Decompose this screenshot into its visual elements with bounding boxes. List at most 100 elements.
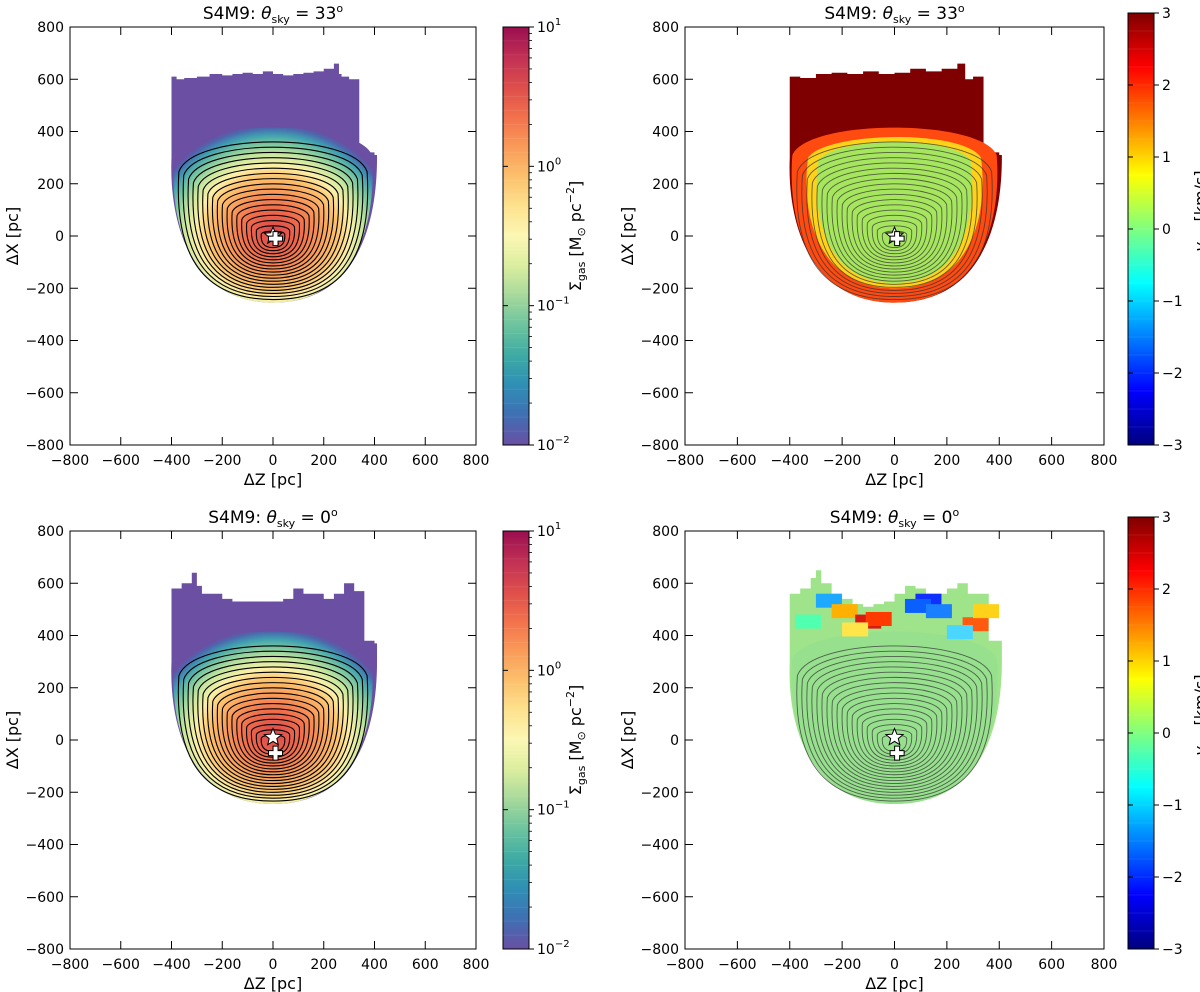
- y-tick-label: −800: [641, 438, 679, 454]
- y-tick-label: −800: [641, 942, 679, 958]
- contour-line: [192, 661, 354, 793]
- contour-line: [231, 703, 315, 770]
- velocity-patch: [973, 604, 1000, 619]
- y-tick-label: 400: [652, 629, 679, 645]
- colorbar-label: vlos [km/s]: [1191, 170, 1200, 251]
- contour-line: [826, 676, 963, 784]
- colorbar-tick-label: 101: [537, 521, 561, 540]
- y-tick-label: 800: [652, 20, 679, 36]
- velocity-body: [791, 631, 998, 805]
- x-tick-label: 0: [269, 453, 278, 469]
- velocity-patch: [865, 611, 892, 626]
- contour-line: [246, 214, 300, 258]
- contour-line: [831, 682, 958, 782]
- x-tick-label: 0: [890, 453, 899, 469]
- y-tick-label: −600: [641, 386, 679, 402]
- contour-line: [836, 687, 953, 779]
- chart-title: S4M9: θsky = 0o: [830, 506, 960, 530]
- contour-line: [851, 199, 938, 267]
- y-tick-label: 800: [37, 524, 64, 540]
- contour-line: [241, 713, 305, 764]
- x-tick-label: 600: [1038, 957, 1065, 973]
- x-tick-label: 200: [310, 453, 337, 469]
- y-tick-label: 600: [652, 576, 679, 592]
- contour-line: [801, 146, 988, 297]
- contour-line: [861, 713, 928, 764]
- colorbar-tick-label: 2: [1162, 78, 1171, 94]
- colorbar-tick-label: 0: [1162, 726, 1171, 742]
- x-tick-label: −400: [152, 957, 190, 973]
- y-tick-label: 200: [652, 681, 679, 697]
- contour-line: [801, 650, 988, 799]
- contour-line: [816, 162, 973, 288]
- x-tick-label: 600: [412, 957, 439, 973]
- contour-line: [246, 718, 300, 761]
- contour-line: [211, 178, 335, 279]
- y-axis-label: ΔX [pc]: [618, 207, 637, 265]
- x-tick-label: 0: [890, 957, 899, 973]
- contour-line: [177, 141, 369, 301]
- contour-line: [182, 650, 364, 799]
- colorbar-tick-label: 100: [537, 156, 561, 175]
- x-tick-label: 200: [934, 957, 961, 973]
- velocity-patch: [946, 625, 973, 640]
- x-tick-label: −600: [718, 957, 756, 973]
- x-axis-label: ΔZ [pc]: [244, 974, 302, 992]
- x-tick-label: −200: [203, 453, 241, 469]
- contour-line: [806, 152, 983, 294]
- contour-line: [187, 655, 359, 796]
- contour-line: [177, 645, 369, 802]
- y-tick-label: 200: [652, 177, 679, 193]
- contour-line: [866, 718, 923, 761]
- y-axis-label: ΔX [pc]: [3, 711, 22, 769]
- x-tick-label: 200: [934, 453, 961, 469]
- colorbar-tick-label: 1: [1162, 150, 1171, 166]
- contour-line: [226, 193, 320, 270]
- y-tick-label: 800: [37, 20, 64, 36]
- chart-title: S4M9: θsky = 33o: [203, 2, 344, 26]
- y-axis-label: ΔX [pc]: [3, 207, 22, 265]
- contour-line: [866, 214, 923, 258]
- contour-line: [821, 671, 968, 787]
- colorbar-tick-label: 3: [1162, 510, 1171, 526]
- contour-line: [216, 687, 330, 779]
- contour-line: [836, 183, 953, 276]
- chart-panel-4: −800 −600 −400 −200 0 200 400 600 800−800−600−40…: [618, 506, 1200, 992]
- x-tick-label: −600: [718, 453, 756, 469]
- contour-line: [796, 645, 993, 802]
- y-tick-label: 200: [37, 177, 64, 193]
- contour-line: [202, 167, 344, 285]
- y-tick-label: −800: [26, 942, 64, 958]
- y-tick-label: −200: [26, 281, 64, 297]
- y-tick-label: −400: [26, 334, 64, 350]
- velocity-patch: [842, 622, 869, 637]
- contour-line: [187, 151, 359, 295]
- plus-marker: [268, 745, 284, 761]
- y-tick-label: 0: [55, 229, 64, 245]
- contour-line: [206, 676, 340, 785]
- colorbar: [502, 530, 530, 950]
- contour-line: [236, 708, 310, 767]
- x-tick-label: 800: [463, 453, 490, 469]
- x-tick-label: −800: [666, 957, 704, 973]
- x-tick-label: −400: [771, 957, 809, 973]
- y-tick-label: 200: [37, 681, 64, 697]
- y-tick-label: 400: [37, 125, 64, 141]
- colorbar-tick-label: −1: [1162, 798, 1183, 814]
- x-tick-label: −600: [102, 957, 140, 973]
- x-tick-label: 600: [412, 453, 439, 469]
- contour-line: [811, 661, 978, 793]
- contour-line: [211, 682, 335, 782]
- colorbar-tick-label: −3: [1162, 438, 1183, 454]
- colorbar-tick-label: 0: [1162, 222, 1171, 238]
- contour-line: [206, 172, 340, 282]
- contour-line: [197, 162, 349, 288]
- y-tick-label: −600: [26, 890, 64, 906]
- x-tick-label: 0: [269, 957, 278, 973]
- velocity-patch: [925, 604, 952, 619]
- y-tick-label: 600: [37, 576, 64, 592]
- contour-line: [856, 708, 933, 767]
- x-tick-label: −800: [666, 453, 704, 469]
- plus-marker: [268, 231, 284, 247]
- colorbar: [502, 26, 530, 446]
